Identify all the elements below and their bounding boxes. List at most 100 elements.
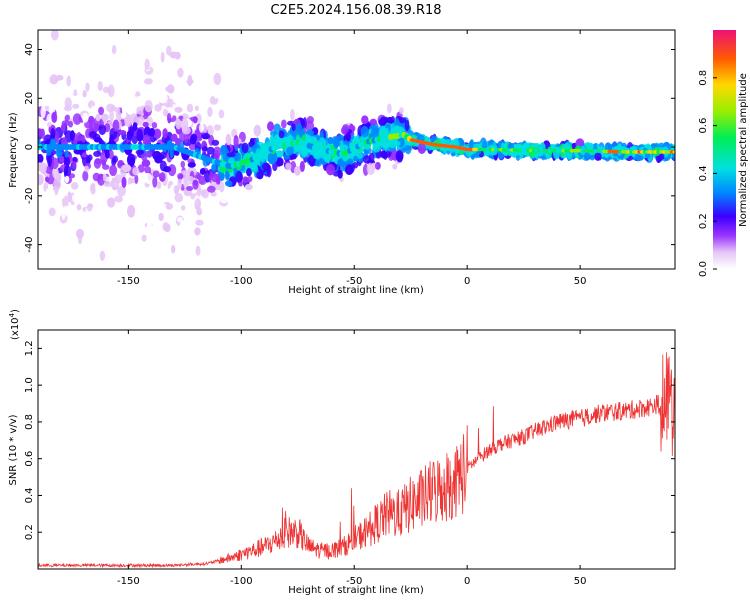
spectrogram-cell bbox=[136, 128, 144, 142]
spectrogram-cell bbox=[82, 170, 89, 182]
spectrogram-cell bbox=[173, 185, 180, 195]
spectrogram-cell bbox=[42, 191, 48, 205]
spectrogram-cell bbox=[203, 64, 212, 76]
spectrogram-cell bbox=[246, 175, 253, 183]
spectrogram-cell bbox=[169, 74, 176, 83]
spectrogram-cell bbox=[145, 204, 154, 217]
spectrogram-cell bbox=[214, 207, 219, 218]
spectrogram-cell bbox=[147, 150, 153, 158]
spectrogram-cell bbox=[290, 109, 295, 121]
spectrogram-cell bbox=[105, 65, 111, 74]
spectrogram-cell bbox=[72, 156, 78, 163]
spectrogram-cell bbox=[134, 174, 139, 185]
spectrogram-cell bbox=[90, 122, 99, 134]
spectrogram-cell bbox=[137, 164, 145, 173]
spectrogram-cell bbox=[176, 217, 183, 223]
spectrogram-cell bbox=[392, 163, 398, 170]
spectrogram-cell bbox=[644, 152, 651, 159]
spectrogram-cell bbox=[213, 72, 222, 85]
spectrogram-cell bbox=[63, 156, 71, 167]
spectrogram-cell bbox=[374, 162, 381, 170]
spectrogram-cell bbox=[63, 205, 69, 211]
spectrogram-cell bbox=[38, 174, 44, 186]
spectrogram-cell bbox=[235, 152, 242, 162]
spectrogram-cell bbox=[47, 91, 53, 102]
spectrogram-cell bbox=[299, 160, 305, 172]
spectrogram-cell bbox=[167, 112, 172, 124]
spectrogram-cell bbox=[345, 131, 351, 142]
spectrogram-cell bbox=[328, 177, 335, 188]
spectrogram-cell bbox=[143, 126, 151, 138]
spectrogram-cell bbox=[51, 62, 59, 72]
snr-ytick-label: 0.6 bbox=[24, 451, 35, 467]
spectrogram-cell bbox=[127, 204, 136, 218]
spectrogram-cell bbox=[81, 152, 87, 158]
spectrogram-cell bbox=[114, 195, 124, 203]
snr-frame bbox=[37, 329, 676, 570]
spectrogram-cell bbox=[278, 106, 286, 119]
spectrogram-cell bbox=[184, 207, 194, 214]
spectrogram-cell bbox=[53, 177, 61, 191]
spectrogram-cell bbox=[122, 164, 132, 173]
spectrogram-cell bbox=[67, 84, 75, 96]
snr-xtick-label: 0 bbox=[464, 576, 470, 587]
spectrogram-cell bbox=[103, 217, 111, 229]
spectrogram-cell bbox=[200, 239, 209, 252]
spectrogram-cell bbox=[206, 146, 215, 155]
spectrogram-cell bbox=[194, 198, 201, 211]
spectrogram-cell bbox=[199, 168, 206, 175]
spectrogram-cell bbox=[132, 198, 142, 204]
snr-ytick-label: 1.0 bbox=[24, 377, 35, 393]
spectrogram-cell bbox=[97, 81, 103, 92]
spectrogram-cell bbox=[172, 226, 179, 240]
spectrogram-cell bbox=[162, 108, 169, 117]
spectrogram-cell bbox=[197, 232, 205, 243]
spectrogram-cell bbox=[94, 136, 102, 143]
spectrogram-cell bbox=[177, 178, 182, 190]
spectrogram-cell bbox=[164, 58, 169, 71]
spectrogram-cell bbox=[137, 51, 146, 57]
snr-ytick-label: 1.2 bbox=[24, 340, 35, 356]
snr-ytick-label: 0.2 bbox=[24, 524, 35, 540]
spectrogram-cell bbox=[201, 107, 208, 117]
spectrogram-cell bbox=[220, 198, 229, 204]
spectrogram-cell bbox=[213, 114, 220, 126]
spectrogram-cell bbox=[353, 155, 359, 162]
spectrogram-cell bbox=[68, 120, 74, 128]
spectrogram-cell bbox=[174, 193, 184, 203]
spectrogram-cell bbox=[76, 132, 82, 142]
spectrogram-cell bbox=[352, 162, 359, 169]
spectrogram-cell bbox=[218, 170, 225, 182]
spectrogram-cell bbox=[109, 164, 118, 177]
spectrogram-cell bbox=[103, 181, 113, 188]
spectrogram-cell bbox=[187, 162, 196, 168]
spectrogram-cell bbox=[90, 182, 96, 195]
spectrogram-cell bbox=[125, 221, 135, 232]
spectrogram-cell bbox=[395, 150, 404, 162]
spectrogram-cell bbox=[151, 121, 158, 129]
spectrogram-cell bbox=[372, 146, 381, 153]
spectrogram-cell bbox=[142, 134, 151, 148]
spectrogram-cell bbox=[111, 44, 117, 55]
spectrogram-cell bbox=[109, 109, 114, 122]
spectrogram-cell bbox=[179, 220, 189, 232]
spectrogram-cell bbox=[62, 86, 68, 95]
spectrogram-cell bbox=[213, 92, 219, 99]
colorbar-tick-label: 0.8 bbox=[698, 70, 709, 86]
spectrogram-cell bbox=[218, 181, 225, 193]
spectrogram-cell bbox=[244, 184, 253, 191]
spectrogram-cell bbox=[370, 127, 379, 139]
spectrogram-cell bbox=[91, 66, 97, 76]
spectrogram-cell bbox=[267, 121, 274, 132]
spectrogram-cell bbox=[103, 46, 112, 53]
spectrogram-cell bbox=[98, 39, 106, 49]
spectrogram-cell bbox=[211, 139, 220, 146]
spectrogram-cell bbox=[148, 127, 156, 137]
spectrogram-cell bbox=[72, 103, 80, 109]
spectrogram-cell bbox=[177, 67, 184, 78]
spectrogram-cell bbox=[101, 113, 109, 121]
colorbar-tick-label: 0.0 bbox=[698, 261, 709, 277]
spectrogram-cell bbox=[118, 215, 123, 227]
spectrogram-cell bbox=[118, 129, 127, 136]
spectrogram-cell bbox=[203, 50, 208, 63]
